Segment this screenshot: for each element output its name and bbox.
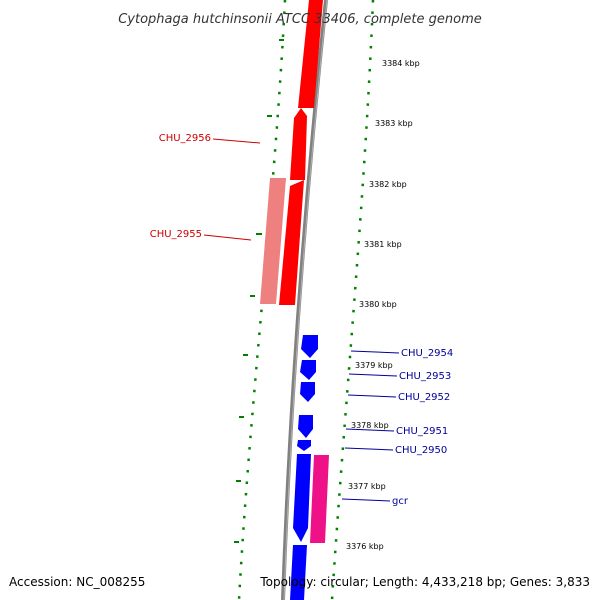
gene-label-chu-2954[interactable]: CHU_2954 [401, 348, 453, 359]
gene-feature[interactable] [300, 382, 315, 402]
tick-label: 3382 kbp [369, 180, 407, 189]
gene-label-gcr[interactable]: gcr [392, 496, 409, 507]
genome-backbone [281, 0, 328, 600]
tick-label: 3381 kbp [364, 240, 402, 249]
tick-dashes [234, 39, 284, 543]
tick-label: 3377 kbp [348, 482, 386, 491]
gene-feature[interactable] [290, 545, 307, 600]
label-leader-lines [203, 138, 400, 502]
gene-label-chu-2955[interactable]: CHU_2955 [150, 229, 202, 240]
gene-feature[interactable] [279, 180, 304, 305]
gene-feature[interactable] [290, 108, 307, 180]
gene-feature[interactable] [297, 440, 311, 451]
accession-label: Accession: NC_008255 [9, 575, 145, 589]
gene-label-chu-2951[interactable]: CHU_2951 [396, 426, 448, 437]
reverse-genes [290, 335, 329, 600]
scale-tick-labels: 3384 kbp 3383 kbp 3382 kbp 3381 kbp 3380… [346, 59, 420, 551]
tick-label: 3379 kbp [355, 361, 393, 370]
gene-feature[interactable] [300, 360, 316, 380]
gene-feature[interactable] [301, 335, 318, 358]
tick-label: 3384 kbp [382, 59, 420, 68]
tick-label: 3376 kbp [346, 542, 384, 551]
gene-feature[interactable] [298, 415, 313, 438]
gene-feature[interactable] [298, 0, 323, 108]
gene-feature[interactable] [310, 455, 329, 543]
gene-label-chu-2956[interactable]: CHU_2956 [159, 133, 211, 144]
map-title: Cytophaga hutchinsonii ATCC 33406, compl… [118, 12, 482, 27]
genome-summary: Topology: circular; Length: 4,433,218 bp… [259, 575, 590, 589]
tick-label: 3383 kbp [375, 119, 413, 128]
tick-label: 3378 kbp [351, 421, 389, 430]
gene-feature[interactable] [293, 454, 311, 542]
gene-label-chu-2953[interactable]: CHU_2953 [399, 371, 451, 382]
gene-label-chu-2952[interactable]: CHU_2952 [398, 392, 450, 403]
forward-genes [260, 0, 323, 305]
outer-dotted-ruler [330, 0, 375, 600]
gene-feature[interactable] [260, 178, 286, 304]
gene-labels: CHU_2956 CHU_2955 CHU_2954 CHU_2953 CHU_… [150, 133, 454, 507]
gene-label-chu-2950[interactable]: CHU_2950 [395, 445, 447, 456]
tick-label: 3380 kbp [359, 300, 397, 309]
